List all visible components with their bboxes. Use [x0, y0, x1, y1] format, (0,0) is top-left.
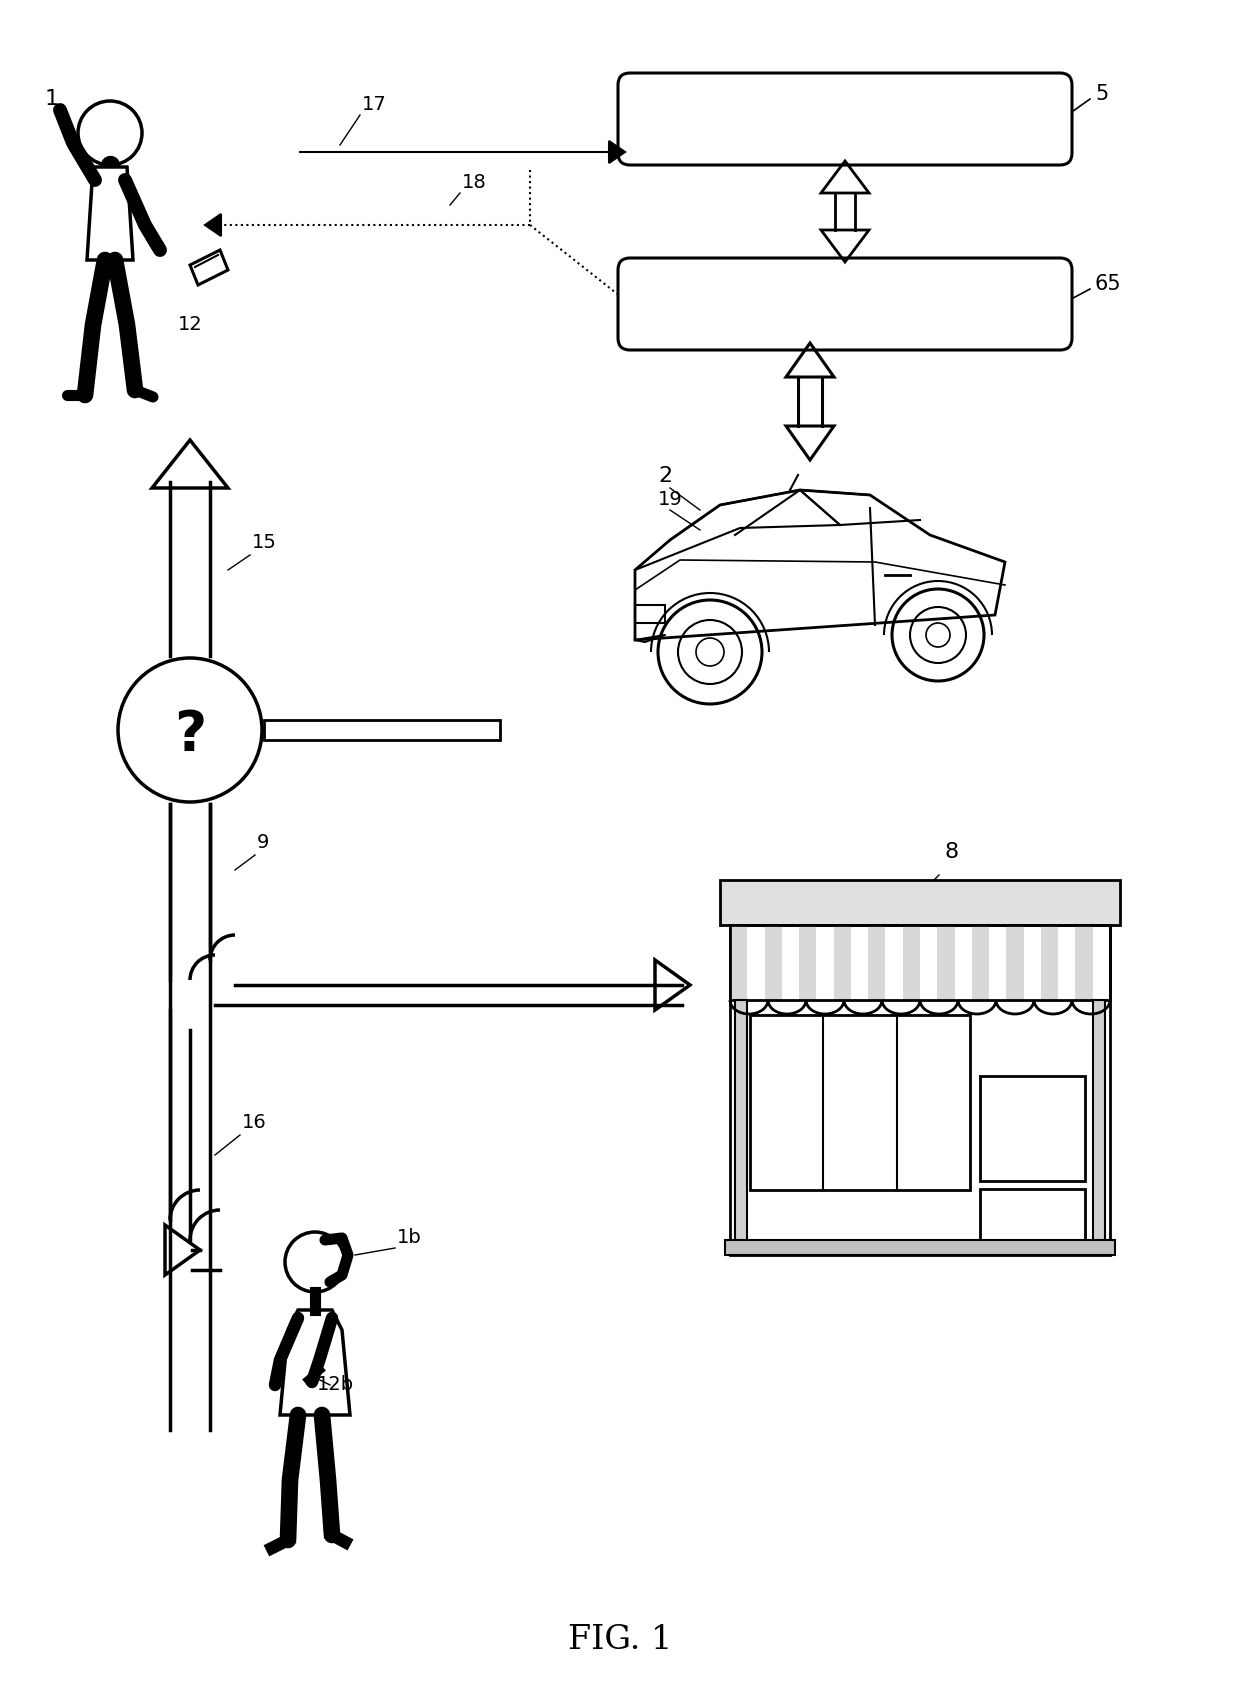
Bar [730, 926, 748, 1001]
Bar [903, 926, 920, 1001]
Bar [981, 1190, 1085, 1241]
Bar [799, 926, 816, 1001]
Text: 12: 12 [179, 315, 203, 334]
Bar [635, 605, 665, 622]
Polygon shape [87, 167, 133, 259]
Bar [735, 1001, 746, 1255]
Bar [937, 926, 955, 1001]
Bar [750, 1014, 971, 1190]
Text: 9: 9 [257, 834, 269, 852]
Bar [730, 926, 1110, 1001]
Text: 2: 2 [658, 465, 672, 486]
Bar [868, 926, 885, 1001]
Bar [730, 926, 1110, 1255]
Bar [720, 880, 1120, 926]
Bar [264, 720, 500, 740]
Bar [1075, 926, 1092, 1001]
Bar [1092, 1001, 1105, 1255]
Text: 16: 16 [242, 1113, 267, 1132]
Text: 65: 65 [1095, 275, 1122, 293]
FancyBboxPatch shape [618, 257, 1073, 350]
Text: Communication Systems: Communication Systems [698, 107, 992, 131]
Bar [765, 926, 781, 1001]
Bar [1040, 926, 1058, 1001]
Text: Vehicle Management System: Vehicle Management System [673, 292, 1017, 315]
Text: 15: 15 [252, 534, 277, 552]
Bar [981, 1076, 1085, 1182]
Polygon shape [205, 215, 221, 235]
Bar [1007, 926, 1024, 1001]
Circle shape [118, 658, 262, 801]
Text: 1: 1 [45, 89, 60, 109]
Text: 19: 19 [658, 489, 683, 510]
Bar [833, 926, 851, 1001]
Text: 17: 17 [362, 95, 387, 114]
Polygon shape [609, 142, 625, 164]
Bar [972, 926, 990, 1001]
Text: ?: ? [174, 708, 206, 762]
Text: FIG. 1: FIG. 1 [568, 1623, 672, 1656]
Bar [725, 1240, 1115, 1255]
Text: 8: 8 [944, 842, 959, 863]
Text: 12b: 12b [317, 1374, 355, 1395]
Text: 1b: 1b [397, 1228, 422, 1246]
Text: 18: 18 [463, 172, 487, 193]
Text: 5: 5 [1095, 84, 1109, 104]
FancyBboxPatch shape [618, 73, 1073, 165]
